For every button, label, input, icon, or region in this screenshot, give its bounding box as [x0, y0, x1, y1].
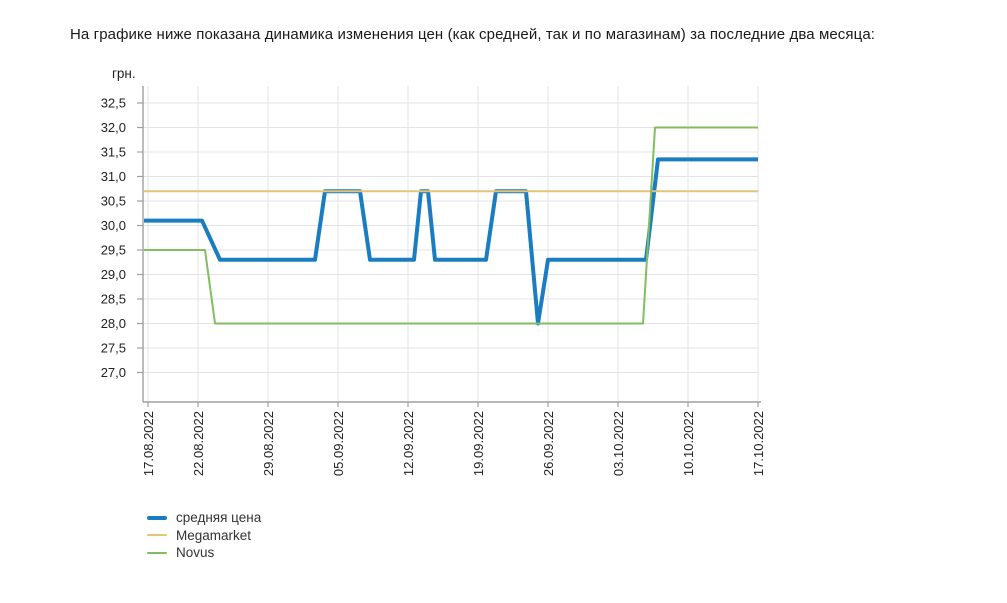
x-tick-label: 12.09.2022 — [401, 411, 416, 476]
legend-swatch-megamarket-line — [147, 534, 167, 537]
x-tick-label: 22.08.2022 — [191, 411, 206, 476]
series-line-novus — [144, 126, 758, 325]
x-tick-label: 10.10.2022 — [681, 411, 696, 476]
y-tick-label: 30,0 — [101, 218, 126, 233]
y-tick-label: 31,5 — [101, 145, 126, 160]
chart-legend: средняя цена Megamarket Novus — [147, 509, 261, 562]
x-tick-label: 17.08.2022 — [141, 411, 156, 476]
legend-label-megamarket: Megamarket — [176, 527, 252, 543]
y-tick-label: 31,0 — [101, 169, 126, 184]
y-tick-label: 28,5 — [101, 292, 126, 307]
x-tick-label: 05.09.2022 — [331, 411, 346, 476]
y-tick-label: 30,5 — [101, 194, 126, 209]
legend-swatch-novus-line — [147, 551, 167, 554]
legend-item-megamarket: Megamarket — [147, 527, 261, 545]
y-tick-label: 27,0 — [101, 365, 126, 380]
x-tick-label: 29.08.2022 — [261, 411, 276, 476]
x-tick-label: 17.10.2022 — [751, 411, 766, 476]
x-tick-label: 03.10.2022 — [611, 411, 626, 476]
legend-swatch-average-price-line — [147, 515, 167, 520]
legend-label-novus: Novus — [176, 545, 215, 561]
x-tick-label: 26.09.2022 — [541, 411, 556, 476]
y-tick-label: 32,5 — [101, 96, 126, 111]
y-tick-label: 32,0 — [101, 120, 126, 135]
legend-label-average-price: средняя цена — [176, 510, 262, 526]
y-tick-label: 29,0 — [101, 267, 126, 282]
legend-item-novus: Novus — [147, 544, 261, 562]
x-tick-label: 19.09.2022 — [471, 411, 486, 476]
y-tick-label: 27,5 — [101, 341, 126, 356]
y-axis-unit-label: грн. — [112, 66, 136, 81]
legend-item-average-price: средняя цена — [147, 509, 261, 527]
y-tick-label: 28,0 — [101, 316, 126, 331]
page-title: На графике ниже показана динамика измене… — [70, 26, 876, 43]
y-tick-label: 29,5 — [101, 243, 126, 258]
